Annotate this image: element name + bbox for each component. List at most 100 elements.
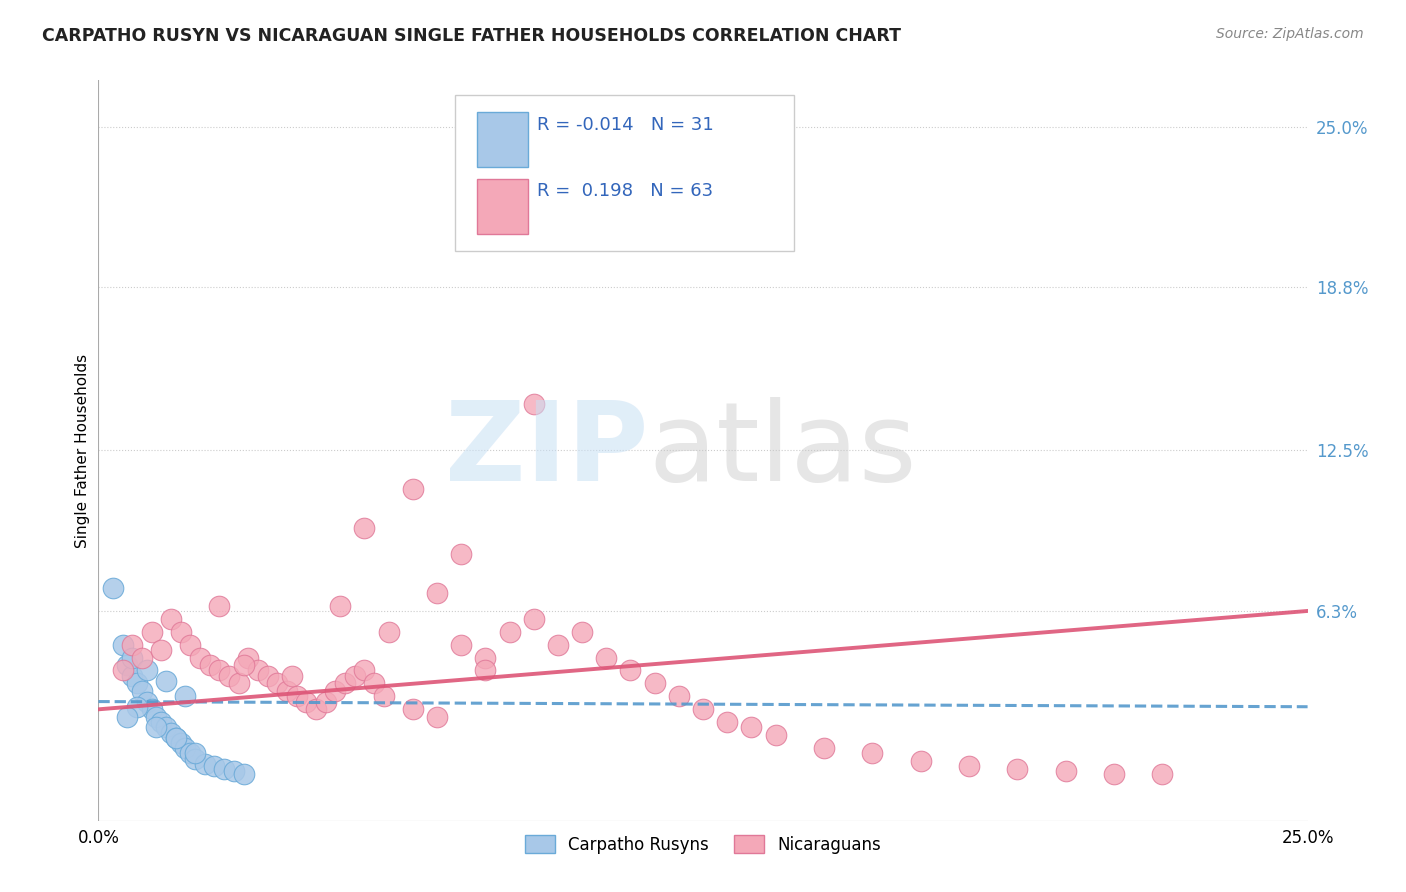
Point [329, 599, 352, 613]
Point [363, 676, 385, 690]
Point [402, 483, 425, 497]
Point [450, 547, 472, 561]
Point [204, 759, 226, 773]
Point [127, 699, 149, 714]
FancyBboxPatch shape [477, 178, 527, 234]
Point [218, 668, 240, 682]
Point [155, 721, 177, 735]
Point [228, 676, 250, 690]
Point [169, 736, 191, 750]
Text: ZIP: ZIP [446, 397, 648, 504]
Point [910, 754, 932, 768]
Point [377, 624, 399, 639]
Point [276, 684, 298, 698]
Point [325, 684, 347, 698]
Point [740, 721, 762, 735]
Point [117, 658, 139, 673]
Point [145, 710, 167, 724]
Point [595, 650, 617, 665]
Point [121, 650, 143, 665]
Point [160, 612, 183, 626]
Point [353, 521, 375, 535]
Point [174, 741, 197, 756]
Point [198, 658, 221, 673]
Point [184, 751, 207, 765]
Point [571, 624, 593, 639]
Point [523, 397, 546, 411]
Point [238, 650, 260, 665]
Point [111, 638, 134, 652]
Point [1102, 767, 1125, 781]
Point [127, 676, 149, 690]
Point [150, 715, 173, 730]
Point [668, 690, 690, 704]
Point [212, 762, 235, 776]
Point [135, 664, 157, 678]
Point [266, 676, 288, 690]
Point [155, 673, 177, 688]
FancyBboxPatch shape [477, 112, 527, 167]
Point [765, 728, 787, 742]
Legend: Carpatho Rusyns, Nicaraguans: Carpatho Rusyns, Nicaraguans [519, 829, 887, 861]
Point [232, 767, 254, 781]
Point [208, 599, 231, 613]
Point [474, 650, 496, 665]
Point [188, 650, 211, 665]
Point [165, 731, 187, 745]
Point [169, 624, 191, 639]
Point [343, 668, 366, 682]
Point [295, 695, 318, 709]
Y-axis label: Single Father Households: Single Father Households [75, 353, 90, 548]
Text: Source: ZipAtlas.com: Source: ZipAtlas.com [1216, 27, 1364, 41]
Point [957, 759, 980, 773]
Point [498, 624, 520, 639]
Point [305, 702, 328, 716]
Point [145, 721, 167, 735]
Point [426, 586, 449, 600]
Point [121, 638, 143, 652]
Point [285, 690, 308, 704]
Point [131, 650, 153, 665]
Point [160, 725, 183, 739]
Point [150, 642, 173, 657]
Point [141, 624, 163, 639]
Point [474, 664, 496, 678]
Point [121, 668, 143, 682]
Point [111, 664, 134, 678]
Point [222, 764, 245, 779]
Point [644, 676, 666, 690]
Point [402, 702, 425, 716]
FancyBboxPatch shape [456, 95, 793, 251]
Point [141, 702, 163, 716]
Point [523, 612, 546, 626]
Point [184, 747, 207, 761]
Point [194, 756, 217, 771]
Point [208, 664, 231, 678]
Point [174, 690, 197, 704]
Point [165, 731, 187, 745]
Point [281, 668, 304, 682]
Point [716, 715, 738, 730]
Point [353, 664, 375, 678]
Point [619, 664, 641, 678]
Point [373, 690, 395, 704]
Point [179, 638, 201, 652]
Point [692, 702, 714, 716]
Text: atlas: atlas [648, 397, 917, 504]
Point [860, 747, 883, 761]
Point [333, 676, 356, 690]
Point [101, 581, 124, 595]
Point [135, 695, 157, 709]
Point [1054, 764, 1077, 779]
Point [232, 658, 254, 673]
Text: R =  0.198   N = 63: R = 0.198 N = 63 [537, 182, 713, 201]
Point [131, 684, 153, 698]
Point [315, 695, 337, 709]
Point [256, 668, 278, 682]
Point [247, 664, 270, 678]
Point [813, 741, 835, 756]
Point [179, 747, 201, 761]
Point [450, 638, 472, 652]
Point [426, 710, 449, 724]
Text: CARPATHO RUSYN VS NICARAGUAN SINGLE FATHER HOUSEHOLDS CORRELATION CHART: CARPATHO RUSYN VS NICARAGUAN SINGLE FATH… [42, 27, 901, 45]
